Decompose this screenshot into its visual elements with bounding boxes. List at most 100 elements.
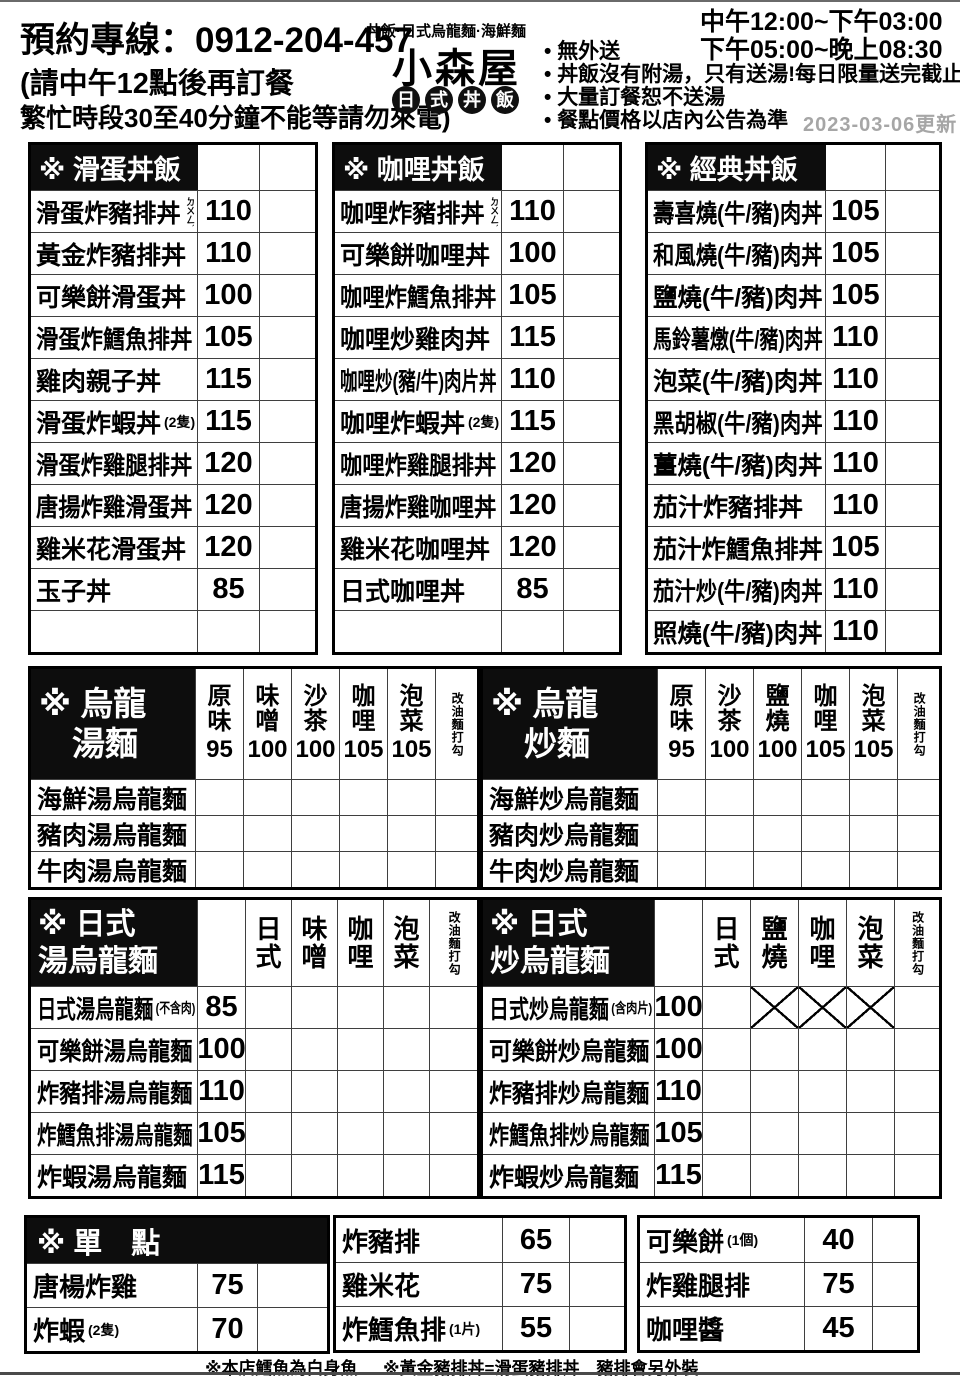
section-header: ※ 烏龍 炒麵 原味 95 沙茶 100 鹽燒 100 咖哩 105 泡菜 105 改油麵… <box>483 669 939 779</box>
item-name: 滑蛋炸雞腿排丼 <box>31 443 198 484</box>
item-price: 45 <box>805 1307 873 1350</box>
check-cell <box>564 275 619 316</box>
item-price: 105 <box>502 275 564 316</box>
brand-badge: 丼 <box>458 86 486 114</box>
item-price: 40 <box>805 1218 873 1262</box>
table-row: 炸豬排湯烏龍麵 110 <box>31 1070 477 1112</box>
item-price: 85 <box>198 569 260 610</box>
option-cell <box>799 1113 847 1154</box>
table-row: 茄汁炒(牛/豬)肉丼 110 <box>648 568 939 610</box>
item-name: 炸雞腿排 <box>640 1263 805 1306</box>
tagline: 丼飯·日式烏龍麵·海鮮麵 <box>366 23 526 40</box>
option-header: 日式 <box>246 900 292 986</box>
option-header: 日式 <box>703 900 751 986</box>
item-name: 照燒(牛/豬)肉丼 <box>648 611 826 652</box>
option-cell <box>384 1113 430 1154</box>
hours-noon: 中午12:00~下午03:00 <box>700 8 943 36</box>
item-price: 105 <box>826 233 886 274</box>
table-row: 炸蝦湯烏龍麵 115 <box>31 1154 477 1196</box>
crossed-option-cell <box>847 987 895 1028</box>
table-row: 可樂餅炒烏龍麵 100 <box>483 1028 939 1070</box>
notice-item: 無外送 <box>544 40 960 63</box>
item-name: 可樂餅炒烏龍麵 <box>483 1029 655 1070</box>
check-cell <box>895 1113 939 1154</box>
item-price: 120 <box>198 443 260 484</box>
item-name: 可樂餅咖哩丼 <box>335 233 502 274</box>
check-cell <box>898 780 939 815</box>
notice-item: 丼飯沒有附湯，只有送湯!每日限量送完截止 <box>544 63 960 86</box>
item-name: 雞米花 <box>336 1263 503 1306</box>
curry-donburi-table: ※ 咖哩丼飯 咖哩炸豬排丼 ㄉㄨㄥˋ 110 可樂餅咖哩丼 100 咖哩炸鱈魚排丼 10… <box>332 142 622 655</box>
jp-fried-udon-table: ※ 日式 炒烏龍麵 日式 鹽燒 咖哩 泡菜 改油麵打勾 日式炒烏龍麵 (含肉片) 1… <box>480 897 942 1199</box>
option-header: 泡菜 <box>384 900 430 986</box>
notice-item: 餐點價格以店內公告為準 <box>544 109 960 132</box>
item-price: 105 <box>654 1113 703 1154</box>
table-row: 炸鱈魚排 (1片) 55 <box>336 1306 624 1350</box>
check-cell <box>895 987 939 1028</box>
item-name: 炸豬排 <box>336 1218 503 1262</box>
item-price: 75 <box>805 1263 873 1306</box>
item-price: 100 <box>197 1029 246 1070</box>
item-price: 120 <box>502 527 564 568</box>
option-cell <box>703 1155 751 1196</box>
item-name: 咖哩炸豬排丼 ㄉㄨㄥˋ <box>335 191 502 232</box>
item-price: 110 <box>826 569 886 610</box>
header-spacer <box>198 900 246 986</box>
item-name: 咖哩醬 <box>640 1307 805 1350</box>
option-cell <box>338 1071 384 1112</box>
check-cell <box>564 485 619 526</box>
item-name: 滑蛋炸蝦丼 (2隻) <box>31 401 198 442</box>
table-row: 茄汁炸豬排丼 110 <box>648 484 939 526</box>
table-row: 雞米花滑蛋丼 120 <box>31 526 315 568</box>
item-name: 炸鱈魚排炒烏龍麵 <box>483 1113 655 1154</box>
check-cell <box>258 1308 327 1351</box>
option-cell <box>751 1113 799 1154</box>
check-cell <box>886 233 939 274</box>
table-row: 日式咖哩丼 85 <box>335 568 619 610</box>
item-name: 豬肉湯烏龍麵 <box>31 816 196 851</box>
option-cell <box>338 1029 384 1070</box>
check-cell <box>802 816 850 851</box>
classic-donburi-table: ※ 經典丼飯 壽喜燒(牛/豬)肉丼 105 和風燒(牛/豬)肉丼 105 鹽燒(牛/… <box>645 142 942 655</box>
check-cell <box>340 816 388 851</box>
check-cell <box>895 1155 939 1196</box>
crossed-option-cell <box>751 987 799 1028</box>
check-cell <box>886 317 939 358</box>
check-cell <box>436 780 477 815</box>
single-orders-table-1: ※ 單 點 唐楊炸雞 75 炸蝦 (2隻) 70 <box>24 1215 330 1354</box>
check-cell <box>850 852 898 887</box>
check-cell <box>436 852 477 887</box>
table-row: 炸豬排 65 <box>336 1218 624 1262</box>
check-cell <box>706 780 754 815</box>
table-row: 可樂餅 (1個) 40 <box>640 1218 917 1262</box>
check-column-header: 改油麵打勾 <box>912 691 927 757</box>
check-column-header: 改油麵打勾 <box>447 910 462 976</box>
check-cell <box>260 317 315 358</box>
option-cell <box>338 1155 384 1196</box>
section-title: ※ 日式 湯烏龍麵 <box>31 900 198 986</box>
option-cell <box>751 1029 799 1070</box>
table-row: 可樂餅滑蛋丼 100 <box>31 274 315 316</box>
check-cell <box>895 1029 939 1070</box>
item-name: 咖哩炸鱈魚排丼 <box>335 275 502 316</box>
check-cell <box>658 780 706 815</box>
item-name: 日式湯烏龍麵 (不含肉) <box>31 987 198 1028</box>
item-name: 炸豬排炒烏龍麵 <box>483 1071 655 1112</box>
item-price: 105 <box>826 275 886 316</box>
item-name: 可樂餅 (1個) <box>640 1218 805 1262</box>
item-price: 110 <box>198 191 260 232</box>
item-name: 黃金炸豬排丼 <box>31 233 198 274</box>
item-price: 115 <box>655 1155 703 1196</box>
item-price: 105 <box>197 1113 246 1154</box>
item-price: 110 <box>502 359 564 400</box>
check-cell <box>658 852 706 887</box>
item-price: 120 <box>198 485 260 526</box>
option-cell <box>799 1071 847 1112</box>
item-name: 炸豬排湯烏龍麵 <box>31 1071 198 1112</box>
check-cell <box>196 852 244 887</box>
notice-item: 大量訂餐恕不送湯 <box>544 86 960 109</box>
option-cell <box>799 1029 847 1070</box>
check-cell <box>754 780 802 815</box>
flavor-header: 鹽燒 100 <box>754 669 802 779</box>
option-cell <box>847 1071 895 1112</box>
